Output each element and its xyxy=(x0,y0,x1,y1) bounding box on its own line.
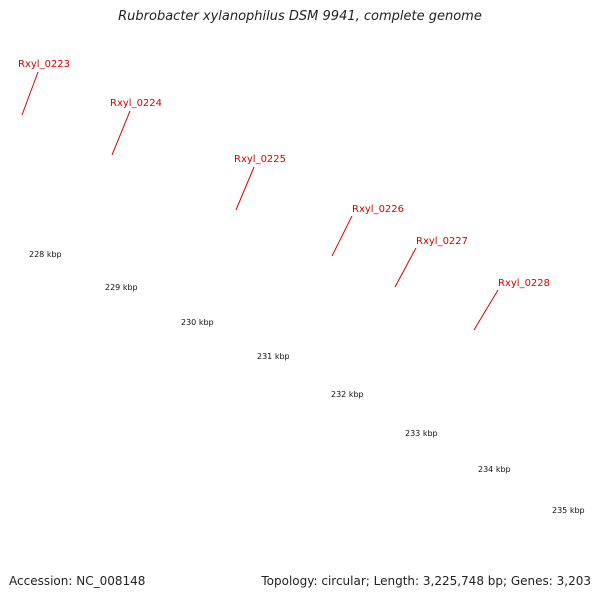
map-title: Rubrobacter xylanophilus DSM 9941, compl… xyxy=(118,9,482,24)
gene-label-leader xyxy=(21,71,39,116)
gene-labels: Rxyl_0223 Rxyl_0224 Rxyl_0225 Rxyl_0226 Rxyl… xyxy=(18,59,550,331)
gene-label: Rxyl_0224 xyxy=(110,98,162,109)
gene-label: Rxyl_0227 xyxy=(416,236,468,247)
scale-label: 231 kbp xyxy=(257,352,290,361)
gene-label-leader xyxy=(235,166,255,211)
gene-label: Rxyl_0226 xyxy=(352,204,404,215)
scale-label: 230 kbp xyxy=(181,318,214,327)
gene-label-leader xyxy=(473,289,499,331)
scale-label: 234 kbp xyxy=(478,465,511,474)
gene-label: Rxyl_0228 xyxy=(498,278,550,289)
scale-label: 232 kbp xyxy=(331,390,364,399)
scale-label: 235 kbp xyxy=(552,506,585,515)
gene-label: Rxyl_0225 xyxy=(234,154,286,165)
genome-summary-text: Topology: circular; Length: 3,225,748 bp… xyxy=(261,574,591,588)
gene-label-leader xyxy=(394,247,417,288)
gene-label-leader xyxy=(111,110,131,156)
scale-label: 233 kbp xyxy=(405,429,438,438)
accession-text: Accession: NC_008148 xyxy=(9,574,146,588)
gene-label: Rxyl_0223 xyxy=(18,59,70,70)
scale-label: 229 kbp xyxy=(105,283,138,292)
scale-label: 228 kbp xyxy=(29,250,62,259)
scale-labels: 228 kbp 229 kbp 230 kbp 231 kbp 232 kbp 233 k… xyxy=(29,250,585,515)
gene-label-leader xyxy=(331,215,353,257)
